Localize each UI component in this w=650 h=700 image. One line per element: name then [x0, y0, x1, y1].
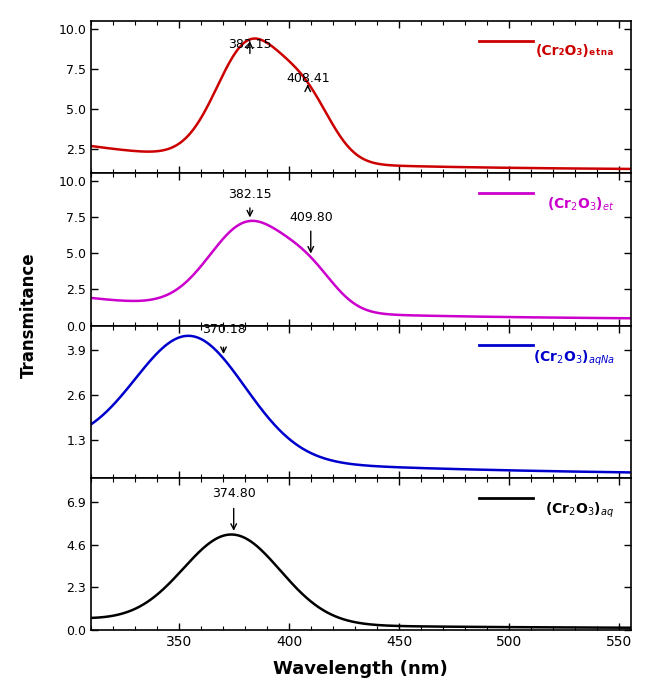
X-axis label: Wavelength (nm): Wavelength (nm) [274, 660, 448, 678]
Text: 370.18: 370.18 [202, 323, 246, 336]
Text: (Cr$_2$O$_3$)$_{et}$: (Cr$_2$O$_3$)$_{et}$ [547, 196, 614, 214]
Text: (Cr$_2$O$_3$)$_{aqNa}$: (Cr$_2$O$_3$)$_{aqNa}$ [532, 349, 614, 368]
Text: 374.80: 374.80 [212, 487, 255, 500]
Text: 408.41: 408.41 [286, 72, 330, 85]
Text: 382.15: 382.15 [228, 38, 272, 52]
Text: 382.15: 382.15 [228, 188, 272, 201]
Text: Transmitance: Transmitance [20, 252, 38, 378]
Text: 409.80: 409.80 [289, 211, 333, 224]
Text: (Cr$_2$O$_3$)$_{aq}$: (Cr$_2$O$_3$)$_{aq}$ [545, 500, 614, 520]
Text: (Cr₂O₃)ₑₜₙₐ: (Cr₂O₃)ₑₜₙₐ [536, 44, 614, 58]
